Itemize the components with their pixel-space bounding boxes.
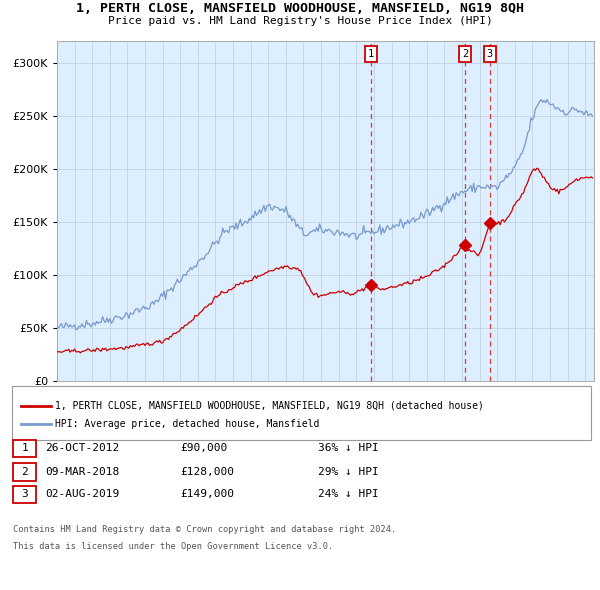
Text: 2: 2 (462, 49, 468, 59)
Text: 1: 1 (368, 49, 374, 59)
Text: £128,000: £128,000 (180, 467, 234, 477)
Text: £149,000: £149,000 (180, 490, 234, 499)
Text: 3: 3 (487, 49, 493, 59)
Text: 3: 3 (21, 490, 28, 499)
Text: 36% ↓ HPI: 36% ↓ HPI (318, 444, 379, 453)
Text: 1, PERTH CLOSE, MANSFIELD WOODHOUSE, MANSFIELD, NG19 8QH (detached house): 1, PERTH CLOSE, MANSFIELD WOODHOUSE, MAN… (55, 401, 484, 411)
Text: 1, PERTH CLOSE, MANSFIELD WOODHOUSE, MANSFIELD, NG19 8QH: 1, PERTH CLOSE, MANSFIELD WOODHOUSE, MAN… (76, 2, 524, 15)
Text: £90,000: £90,000 (180, 444, 227, 453)
Text: 24% ↓ HPI: 24% ↓ HPI (318, 490, 379, 499)
Text: 02-AUG-2019: 02-AUG-2019 (45, 490, 119, 499)
Text: Contains HM Land Registry data © Crown copyright and database right 2024.: Contains HM Land Registry data © Crown c… (13, 525, 397, 534)
Text: 29% ↓ HPI: 29% ↓ HPI (318, 467, 379, 477)
Text: HPI: Average price, detached house, Mansfield: HPI: Average price, detached house, Mans… (55, 419, 320, 429)
Text: 2: 2 (21, 467, 28, 477)
Text: This data is licensed under the Open Government Licence v3.0.: This data is licensed under the Open Gov… (13, 542, 334, 550)
Text: Price paid vs. HM Land Registry's House Price Index (HPI): Price paid vs. HM Land Registry's House … (107, 17, 493, 26)
Text: 09-MAR-2018: 09-MAR-2018 (45, 467, 119, 477)
Text: 26-OCT-2012: 26-OCT-2012 (45, 444, 119, 453)
Text: 1: 1 (21, 444, 28, 453)
